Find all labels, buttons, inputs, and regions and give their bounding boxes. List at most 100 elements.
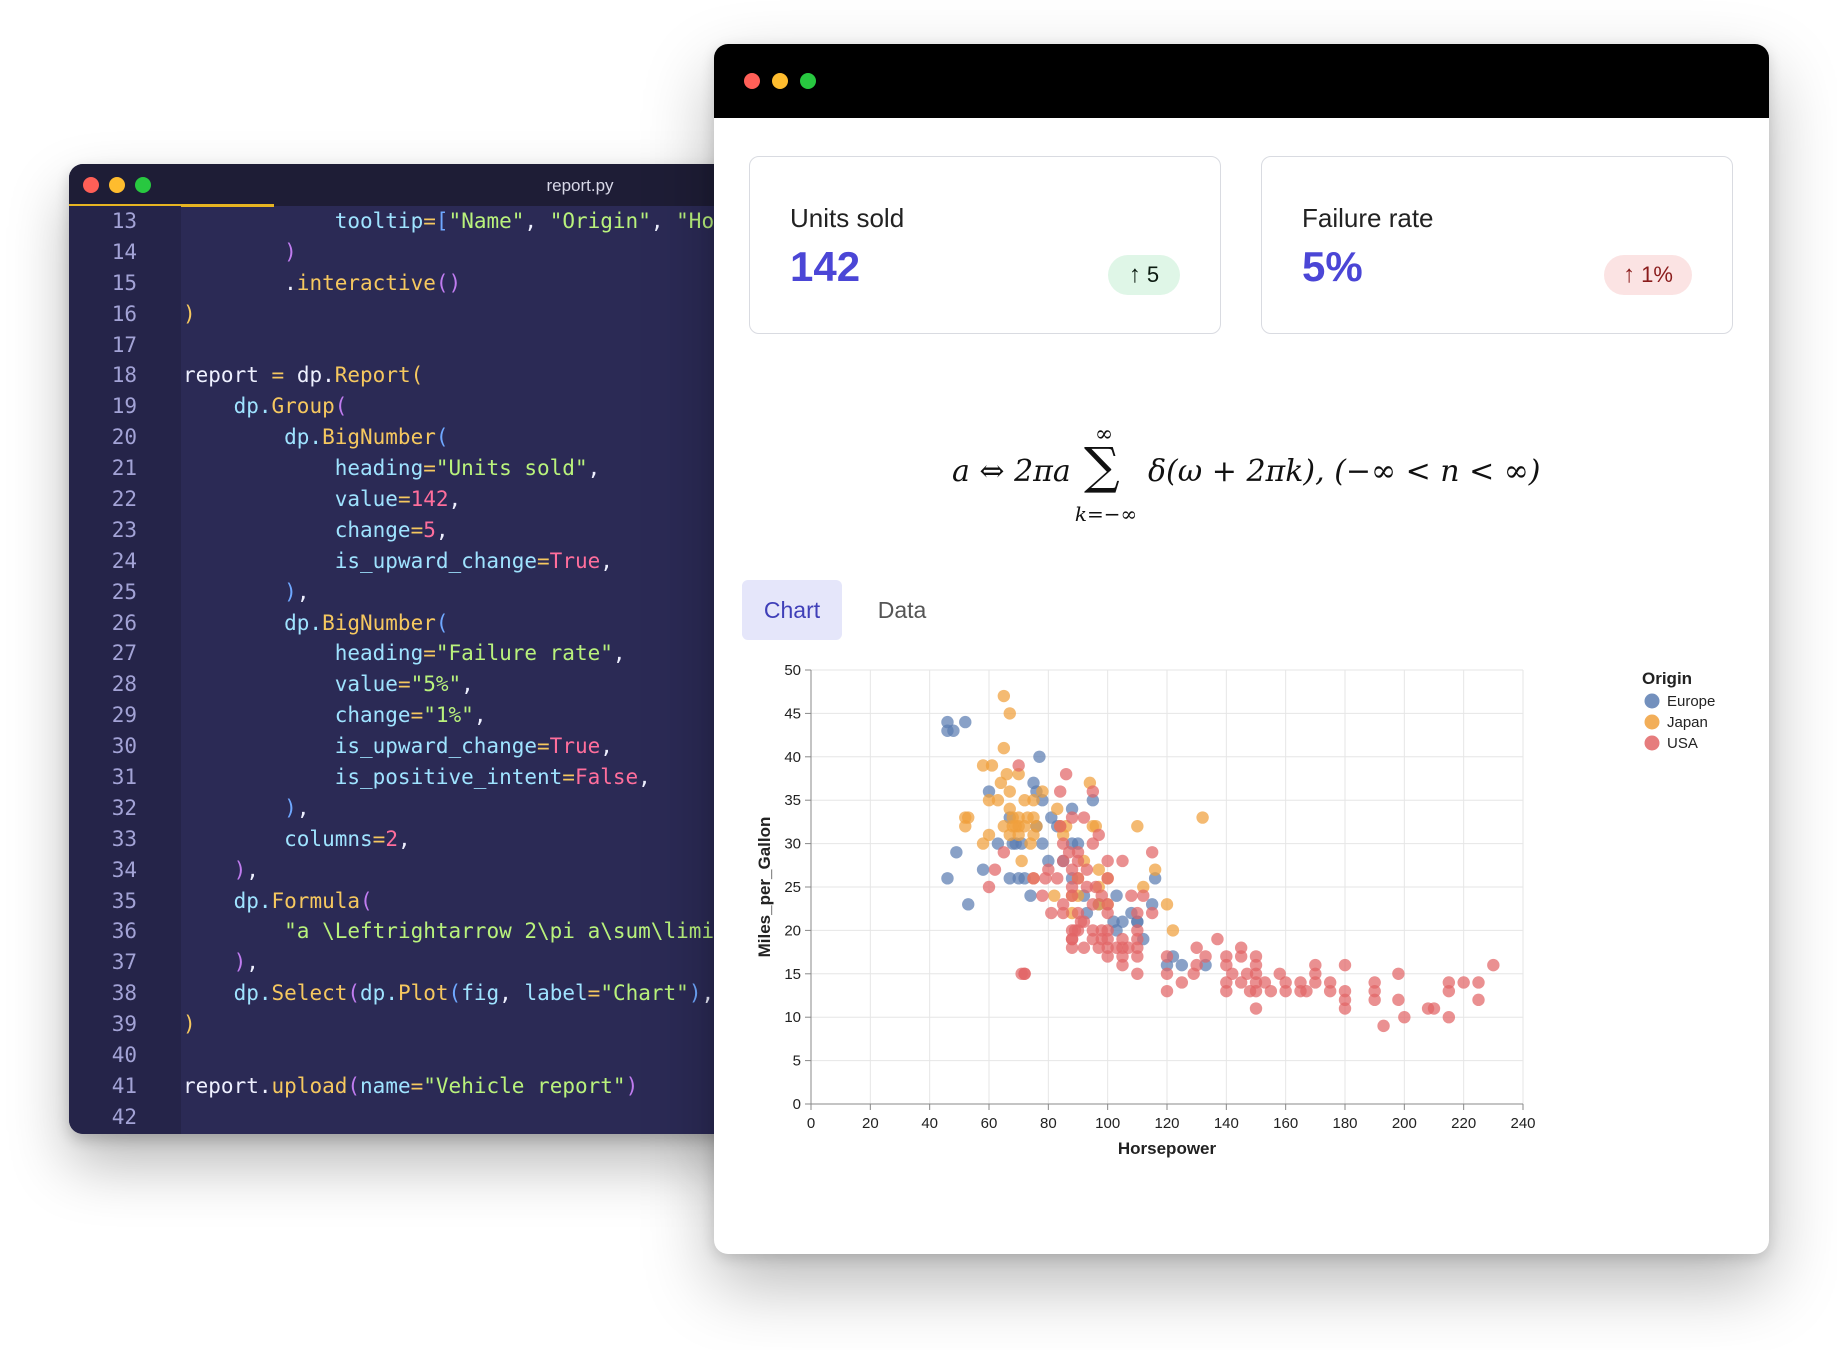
code-token: "Origin" — [549, 209, 651, 233]
code-token: heading — [183, 641, 424, 666]
y-tick-label: 15 — [784, 966, 801, 983]
data-point-usa — [1240, 967, 1254, 980]
code-token: ) — [183, 301, 196, 326]
data-point-europe — [1065, 802, 1079, 816]
maximize-window-icon[interactable] — [135, 177, 151, 193]
code-token: True — [549, 734, 601, 759]
code-token: value — [183, 487, 398, 512]
code-line: 42 — [69, 1102, 1149, 1133]
code-area[interactable]: 13 tooltip=["Name", "Origin", "Horsepo14… — [69, 206, 1149, 1133]
data-point-europe — [947, 724, 960, 737]
minimize-window-icon[interactable] — [772, 73, 788, 89]
code-line: 29 change="1%", — [69, 700, 1149, 731]
data-point-usa — [1249, 976, 1263, 989]
code-token — [183, 580, 284, 604]
code-token: True — [549, 548, 601, 573]
data-point-usa — [1065, 811, 1079, 824]
data-point-usa — [1089, 880, 1102, 894]
data-point-usa — [1220, 950, 1233, 963]
data-point-europe — [1160, 958, 1174, 972]
code-token: , — [296, 795, 310, 820]
legend-swatch — [1644, 714, 1660, 730]
code-text: ), — [183, 577, 309, 608]
data-point-usa — [1234, 941, 1248, 954]
editor-filename: report.py — [546, 176, 614, 195]
data-point-europe — [1024, 889, 1037, 902]
data-point-usa — [1338, 984, 1352, 998]
data-point-usa — [1279, 976, 1292, 989]
data-point-usa — [1086, 924, 1100, 937]
data-point-usa — [1101, 906, 1114, 920]
data-point-usa — [1226, 967, 1239, 980]
code-token: "Name" — [448, 209, 525, 233]
data-point-usa — [1145, 846, 1159, 859]
x-tick-label: 120 — [1154, 1115, 1179, 1132]
card-value: 142 — [790, 243, 861, 290]
code-token: = — [537, 734, 550, 759]
line-number: 17 — [111, 332, 137, 357]
code-line: 17 — [69, 330, 1149, 361]
code-line: 38 dp.Select(dp.Plot(fig, label="Chart")… — [69, 978, 1149, 1009]
code-token: name — [360, 1073, 411, 1098]
code-token: BigNumber — [322, 610, 436, 635]
code-token — [183, 919, 284, 943]
data-point-usa — [1131, 932, 1144, 946]
scatter-chart[interactable]: 0 20 40 60 80 100 120 140 160 180 200 220 240 0 5 10 15 2… — [714, 654, 1769, 1254]
code-text: is_upward_change=True, — [183, 731, 613, 762]
code-line: 32 ), — [69, 793, 1149, 824]
data-point-usa — [1190, 941, 1203, 954]
tab-data[interactable]: Data — [877, 597, 927, 623]
data-point-usa — [1427, 1002, 1441, 1015]
minimize-window-icon[interactable] — [109, 177, 125, 193]
x-tick-label: 100 — [1095, 1115, 1120, 1132]
data-point-usa — [1045, 906, 1058, 920]
data-point-europe — [982, 785, 996, 798]
code-token: dp. — [284, 363, 335, 388]
change-value: 1% — [1641, 262, 1673, 287]
line-number: 41 — [111, 1073, 137, 1098]
code-token: = — [372, 826, 386, 851]
data-point-japan — [1003, 707, 1016, 720]
data-point-usa — [1116, 958, 1129, 972]
data-point-usa — [1249, 950, 1263, 963]
data-point-europe — [1086, 794, 1100, 807]
close-window-icon[interactable] — [83, 177, 99, 193]
data-point-usa — [1199, 950, 1212, 963]
code-line: 31 is_positive_intent=False, — [69, 762, 1149, 793]
code-token: , — [650, 209, 677, 233]
data-point-usa — [1392, 967, 1405, 980]
maximize-window-icon[interactable] — [800, 73, 816, 89]
data-point-europe — [950, 846, 963, 859]
code-line: 26 dp.BigNumber( — [69, 608, 1149, 639]
line-number: 27 — [111, 641, 137, 666]
data-point-japan — [997, 741, 1011, 755]
code-token: = — [397, 672, 411, 697]
data-point-usa — [1392, 993, 1405, 1007]
data-point-usa — [1086, 898, 1100, 911]
data-point-usa — [1264, 984, 1278, 998]
code-token: dp. — [183, 981, 272, 1006]
data-point-japan — [1036, 785, 1049, 798]
data-point-europe — [1036, 837, 1049, 850]
tab-chart[interactable]: Chart — [742, 580, 842, 640]
data-point-usa — [1309, 967, 1322, 980]
formula: a ⇔ 2πa ∞ ∑ k=−∞ δ(ω + 2πk), (−∞ < n < ∞… — [714, 422, 1769, 532]
data-point-europe — [1131, 915, 1144, 928]
data-point-europe — [941, 872, 954, 885]
line-number: 33 — [111, 826, 137, 851]
code-token: 2 — [385, 826, 398, 851]
data-point-usa — [1056, 898, 1070, 911]
code-token: ( — [410, 363, 424, 388]
code-token: dp. — [183, 394, 272, 419]
data-point-usa — [1092, 828, 1105, 842]
line-number: 13 — [111, 209, 137, 233]
code-token: , — [246, 857, 259, 882]
data-point-usa — [1472, 976, 1485, 989]
close-window-icon[interactable] — [744, 73, 760, 89]
data-point-usa — [1101, 872, 1114, 885]
code-line: 33 columns=2, — [69, 824, 1149, 855]
code-token: "Failure rate" — [435, 641, 613, 666]
code-token: dp. — [183, 425, 323, 450]
code-token: report — [183, 363, 272, 388]
data-point-usa — [1368, 984, 1381, 998]
